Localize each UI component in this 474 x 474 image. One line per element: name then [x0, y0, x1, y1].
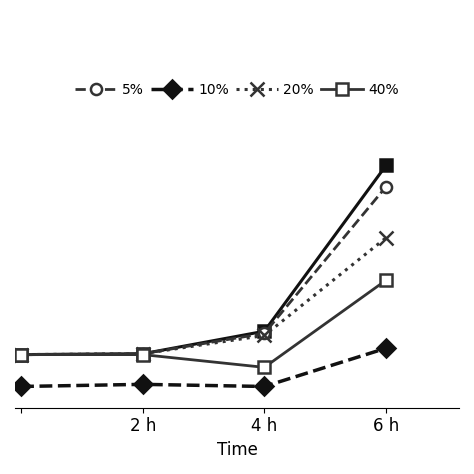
X-axis label: Time: Time	[217, 441, 257, 459]
Legend: 5%, 10%, 20%, 40%: 5%, 10%, 20%, 40%	[75, 83, 399, 97]
